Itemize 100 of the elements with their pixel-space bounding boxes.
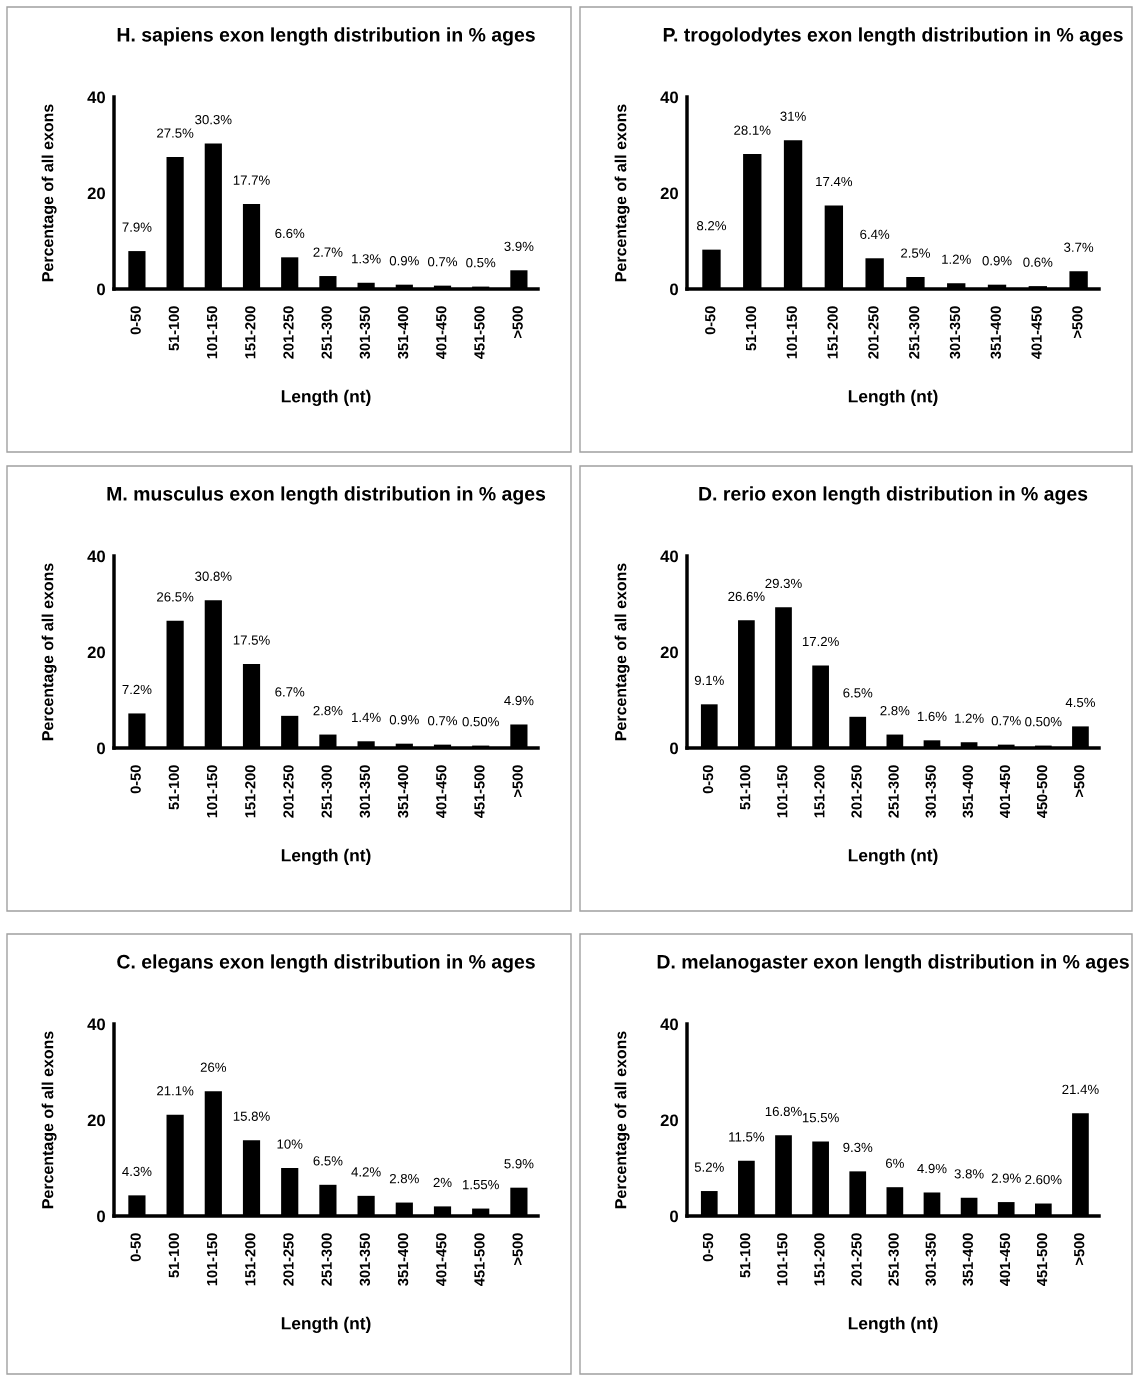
y-tick-label: 0: [97, 283, 105, 296]
data-label: 3.7%: [1064, 242, 1094, 252]
data-label: 0.7%: [991, 716, 1021, 726]
data-label: 11.5%: [729, 1132, 765, 1142]
x-tick-label: 0-50: [705, 306, 716, 335]
data-label: 5.9%: [504, 1159, 534, 1169]
data-label: 2.9%: [991, 1173, 1021, 1183]
y-tick-label: 20: [87, 187, 105, 200]
x-tick-label: >500: [512, 306, 523, 338]
chart-title: H. sapiens exon length distribution in % ages: [117, 27, 535, 46]
data-label: 31%: [780, 111, 806, 121]
x-tick-label: 51-100: [739, 1233, 751, 1278]
data-label: 2.8%: [880, 705, 910, 716]
x-tick-label: 51-100: [168, 765, 180, 810]
x-axis-title: Length (nt): [848, 389, 938, 406]
data-label: 1.55%: [463, 1180, 499, 1190]
x-tick-label: 201-250: [868, 306, 879, 359]
x-tick-label: 151-200: [827, 306, 838, 359]
y-tick-label: 20: [87, 1114, 105, 1127]
x-tick-label: 401-450: [1031, 306, 1042, 359]
data-label: 26.6%: [728, 591, 765, 602]
x-tick-label: 401-450: [436, 765, 447, 818]
x-tick-label: 101-150: [786, 306, 797, 359]
x-tick-label: 51-100: [745, 306, 757, 351]
data-label: 2.5%: [901, 248, 930, 258]
data-label: 29.3%: [765, 578, 802, 589]
data-label: 0.7%: [427, 716, 458, 726]
x-axis-title: Length (nt): [281, 1316, 371, 1333]
x-tick-label: 301-350: [359, 765, 371, 818]
x-tick-label: 351-400: [397, 306, 409, 359]
y-tick-label: 20: [660, 1114, 678, 1127]
x-tick-label: 0-50: [702, 1233, 714, 1262]
y-tick-label: 20: [660, 646, 678, 659]
data-label: 5.2%: [694, 1162, 724, 1172]
x-tick-label: 151-200: [245, 1233, 256, 1286]
chart-title: D. rerio exon length distribution in % ages: [699, 486, 1088, 505]
data-label: 1.3%: [352, 254, 381, 264]
data-label: 17.4%: [816, 176, 853, 187]
x-tick-label: 351-400: [962, 1233, 974, 1286]
data-label: 17.7%: [233, 175, 270, 185]
x-tick-label: >500: [1074, 765, 1085, 797]
data-label: 9.3%: [843, 1142, 873, 1153]
x-tick-label: 251-300: [888, 1233, 899, 1286]
x-tick-label: >500: [1074, 1233, 1085, 1265]
x-tick-label: 451-500: [474, 306, 485, 359]
y-tick-label: 0: [670, 1210, 678, 1223]
data-label: 8.2%: [697, 221, 727, 231]
x-tick-label: 201-250: [283, 306, 294, 359]
y-tick-label: 40: [660, 91, 678, 104]
x-tick-label: 351-400: [962, 765, 974, 818]
x-tick-label: 151-200: [814, 1233, 825, 1286]
x-tick-label: 0-50: [130, 1233, 141, 1262]
x-tick-label: 151-200: [245, 765, 256, 818]
data-label: 15.8%: [233, 1111, 270, 1121]
x-tick-label: 101-150: [206, 765, 218, 818]
y-axis-title: Percentage of all exons: [41, 1031, 57, 1209]
data-label: 27.5%: [157, 128, 194, 138]
data-label: 0.5%: [466, 257, 496, 268]
x-tick-label: >500: [1072, 306, 1083, 338]
x-tick-label: 101-150: [206, 306, 218, 359]
data-label: 28.1%: [734, 125, 771, 135]
x-tick-label: 401-450: [436, 306, 447, 359]
data-label: 21.4%: [1062, 1084, 1099, 1094]
data-label: 1.2%: [955, 713, 984, 723]
x-tick-label: 351-400: [990, 306, 1001, 359]
x-tick-label: 201-250: [283, 765, 294, 818]
data-label: 6.5%: [843, 688, 873, 698]
y-tick-label: 0: [97, 1210, 105, 1223]
x-axis-title: Length (nt): [848, 1316, 938, 1333]
x-axis-title: Length (nt): [281, 848, 371, 865]
data-label: 4.9%: [504, 695, 534, 706]
x-tick-label: 151-200: [814, 765, 825, 818]
y-tick-label: 40: [660, 1018, 678, 1031]
data-label: 21.1%: [157, 1086, 194, 1096]
x-tick-label: 351-400: [397, 765, 409, 818]
x-tick-label: 251-300: [909, 306, 920, 359]
x-tick-label: 450-500: [1036, 765, 1048, 818]
x-tick-label: 301-350: [925, 765, 936, 818]
x-tick-label: 251-300: [321, 765, 332, 818]
x-tick-label: 401-450: [436, 1233, 447, 1286]
x-tick-label: 151-200: [245, 306, 256, 359]
x-tick-label: 251-300: [321, 306, 332, 359]
data-label: 3.8%: [954, 1169, 984, 1179]
y-tick-label: 40: [87, 1018, 105, 1031]
y-axis-title: Percentage of all exons: [614, 563, 630, 741]
data-label: 7.9%: [122, 222, 152, 232]
data-label: 6.5%: [313, 1156, 343, 1166]
data-label: 2.8%: [389, 1173, 419, 1184]
data-label: 1.2%: [942, 254, 971, 264]
y-axis-title: Percentage of all exons: [41, 104, 57, 282]
x-tick-label: 201-250: [283, 1233, 294, 1286]
y-axis-title: Percentage of all exons: [614, 1031, 630, 1209]
data-label: 2.7%: [313, 247, 343, 257]
data-label: 17.2%: [802, 636, 839, 647]
y-axis-title: Percentage of all exons: [614, 104, 630, 282]
x-tick-label: 51-100: [168, 1233, 180, 1278]
y-tick-label: 20: [660, 187, 678, 200]
data-label: 7.2%: [122, 684, 152, 695]
y-tick-label: 40: [87, 550, 105, 563]
data-label: 17.5%: [233, 635, 270, 645]
